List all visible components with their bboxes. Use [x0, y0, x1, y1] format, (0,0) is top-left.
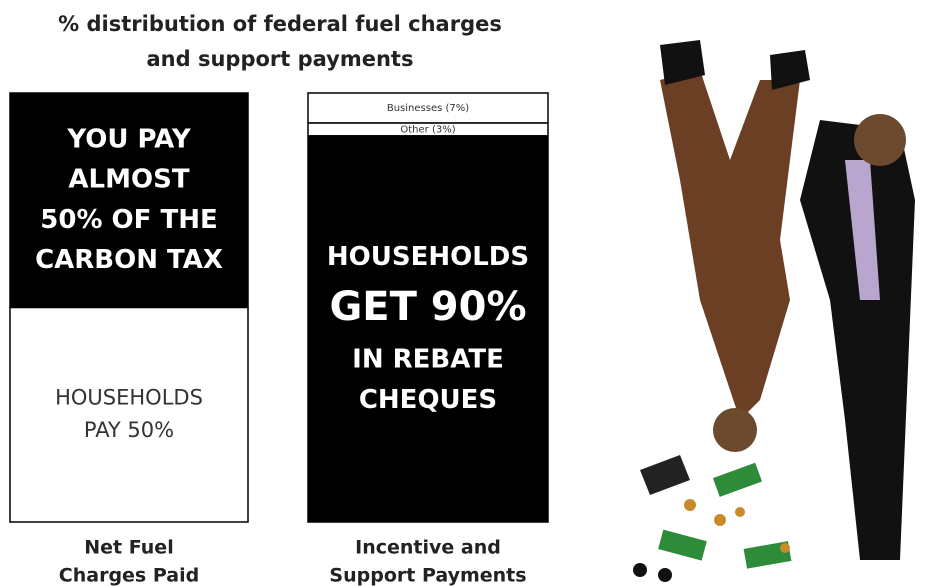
- bar-segment: [307, 135, 549, 523]
- segment-text: Other (3%): [400, 124, 455, 135]
- bar-label: Support Payments: [329, 565, 526, 586]
- segment-text: Businesses (7%): [387, 103, 469, 114]
- bar-label: Net Fuel: [84, 537, 173, 559]
- bar-label: Charges Paid: [59, 565, 199, 586]
- segment-text: CARBON TAX: [35, 245, 223, 275]
- bar-segment: [307, 92, 549, 124]
- segment-text: 50% OF THE: [40, 205, 217, 235]
- segment-text: HOUSEHOLDS: [327, 242, 529, 272]
- segment-text: GET 90%: [329, 284, 526, 330]
- segment-text: YOU PAY: [66, 124, 191, 154]
- title-line: and support payments: [147, 47, 414, 71]
- segment-text: ALMOST: [68, 165, 189, 195]
- title-line: % distribution of federal fuel charges: [58, 12, 502, 36]
- bar-label: Incentive and: [355, 537, 501, 559]
- segment-text: PAY 50%: [84, 418, 174, 442]
- segment-text: HOUSEHOLDS: [55, 385, 203, 409]
- segment-text: IN REBATE: [352, 344, 504, 374]
- segment-text: CHEQUES: [359, 385, 497, 415]
- illustration: [633, 40, 915, 582]
- bar-segment: [9, 306, 249, 523]
